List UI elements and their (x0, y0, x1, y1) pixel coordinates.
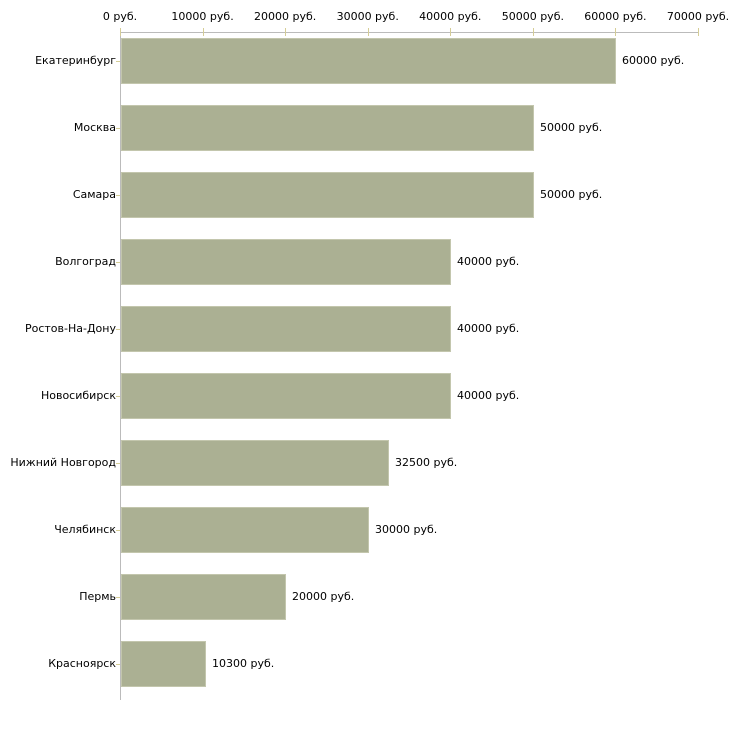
y-axis-tick-mark (116, 530, 120, 531)
category-label: Челябинск (54, 523, 116, 536)
bar (121, 38, 616, 84)
x-axis-tick-label: 60000 руб. (584, 10, 647, 23)
y-axis-tick-mark (116, 262, 120, 263)
category-label: Самара (72, 188, 116, 201)
bar (121, 373, 451, 419)
x-axis-tick-mark (532, 28, 534, 36)
y-axis-line (120, 32, 121, 700)
category-label: Пермь (79, 590, 116, 603)
bar (121, 574, 286, 620)
x-axis-tick-label: 0 руб. (102, 10, 138, 23)
bar (121, 172, 534, 218)
x-axis-tick-mark (120, 28, 121, 36)
y-axis-tick-mark (116, 463, 120, 464)
category-label: Ростов-На-Дону (24, 322, 116, 335)
y-axis-tick-mark (116, 61, 120, 62)
x-axis-tick-mark (367, 28, 369, 36)
y-axis-tick-mark (116, 597, 120, 598)
category-label: Красноярск (48, 657, 116, 670)
x-axis-tick-mark (698, 28, 699, 36)
value-label: 30000 руб. (375, 523, 438, 536)
value-label: 40000 руб. (457, 322, 520, 335)
bar (121, 306, 451, 352)
value-label: 60000 руб. (622, 54, 685, 67)
category-label: Нижний Новгород (10, 456, 116, 469)
x-axis-tick-label: 30000 руб. (336, 10, 399, 23)
y-axis-tick-mark (116, 128, 120, 129)
y-axis-tick-mark (116, 396, 120, 397)
x-axis-tick-label: 50000 руб. (501, 10, 564, 23)
value-label: 10300 руб. (212, 657, 275, 670)
bar (121, 507, 369, 553)
x-axis-tick-label: 10000 руб. (171, 10, 234, 23)
category-label: Москва (73, 121, 116, 134)
x-axis-tick-label: 20000 руб. (254, 10, 317, 23)
x-axis-tick-mark (615, 28, 617, 36)
value-label: 50000 руб. (540, 188, 603, 201)
x-axis-tick-mark (285, 28, 287, 36)
value-label: 32500 руб. (395, 456, 458, 469)
bar (121, 440, 389, 486)
y-axis-tick-mark (116, 664, 120, 665)
bar (121, 239, 451, 285)
category-label: Новосибирск (40, 389, 116, 402)
bar (121, 641, 206, 687)
x-axis-tick-mark (450, 28, 452, 36)
category-label: Волгоград (55, 255, 116, 268)
bar (121, 105, 534, 151)
x-axis-tick-label: 40000 руб. (419, 10, 482, 23)
value-label: 20000 руб. (292, 590, 355, 603)
value-label: 50000 руб. (540, 121, 603, 134)
x-axis-tick-mark (202, 28, 204, 36)
value-label: 40000 руб. (457, 389, 520, 402)
y-axis-tick-mark (116, 329, 120, 330)
x-axis-line (120, 32, 699, 33)
x-axis-tick-label: 70000 руб. (666, 10, 730, 23)
category-label: Екатеринбург (35, 54, 116, 67)
value-label: 40000 руб. (457, 255, 520, 268)
y-axis-tick-mark (116, 195, 120, 196)
